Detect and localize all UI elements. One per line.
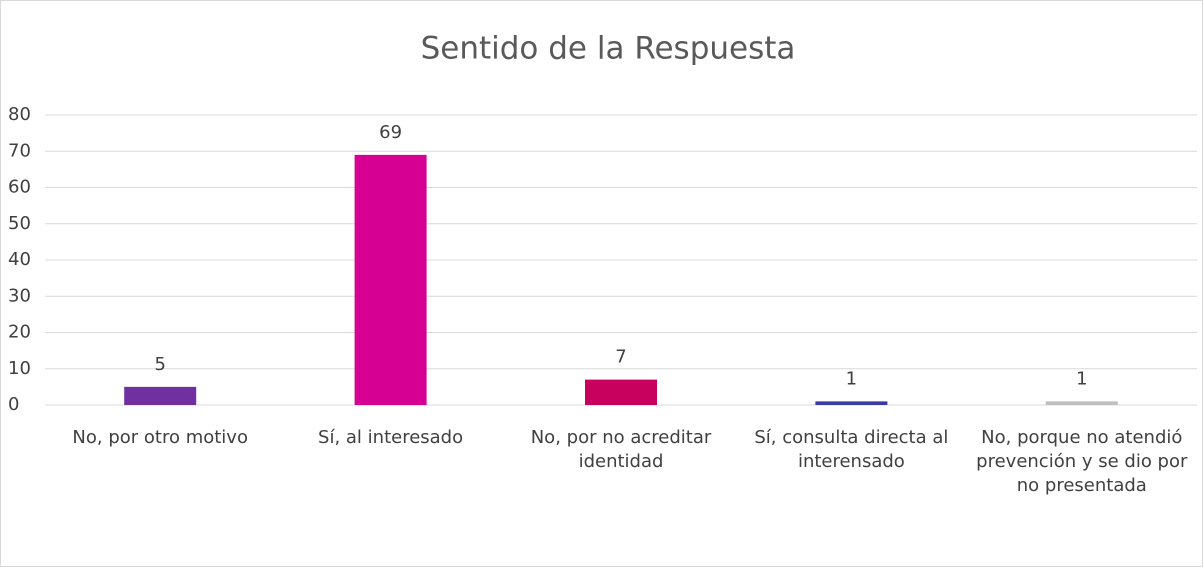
data-label: 5 (154, 354, 165, 375)
x-tick-label: No, porque no atendió prevención y se di… (976, 427, 1188, 496)
bar (815, 401, 888, 405)
x-tick-label-box: No, porque no atendió prevención y se di… (976, 427, 1188, 496)
x-tick-label-box: No, por otro motivo (72, 427, 248, 448)
x-tick-label-box: Sí, al interesado (318, 427, 464, 448)
y-tick-label: 20 (8, 322, 31, 343)
bar (354, 154, 427, 405)
y-tick-label: 50 (8, 213, 31, 234)
x-tick-label-box: No, por no acreditar identidad (530, 427, 712, 472)
x-tick-label: No, por otro motivo (72, 427, 248, 448)
y-tick-label: 80 (8, 104, 31, 125)
x-tick-label: Sí, consulta directa al interensado (754, 427, 949, 472)
data-label: 69 (379, 122, 402, 143)
y-tick-label: 10 (8, 358, 31, 379)
y-tick-label: 0 (8, 394, 19, 415)
y-tick-label: 40 (8, 249, 31, 270)
bar (124, 386, 197, 405)
y-tick-label: 30 (8, 285, 31, 306)
bar (585, 379, 657, 405)
chart-title: Sentido de la Respuesta (421, 31, 796, 67)
y-tick-label: 70 (8, 140, 31, 161)
x-tick-label-box: Sí, consulta directa al interensado (754, 427, 949, 472)
bar (1045, 401, 1118, 405)
data-label: 7 (615, 347, 626, 368)
x-tick-label: Sí, al interesado (318, 427, 464, 448)
x-tick-label: No, por no acreditar identidad (530, 427, 712, 472)
y-tick-label: 60 (8, 177, 31, 198)
data-label: 1 (846, 368, 857, 389)
data-label: 1 (1076, 368, 1087, 389)
